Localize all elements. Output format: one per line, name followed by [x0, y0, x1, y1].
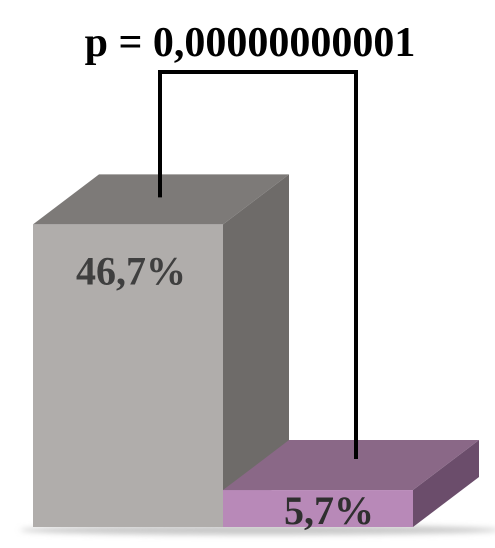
bar-2-front [223, 490, 413, 527]
p-value-annotation: p = 0,00000000001 [85, 20, 416, 66]
bar-2-top [223, 440, 479, 491]
floor-shadow [20, 525, 495, 535]
bar-2 [223, 440, 479, 527]
bar-1 [33, 174, 289, 527]
data-label-1: 46,7% [76, 248, 186, 293]
bar-1-top [33, 174, 289, 225]
bar-2-side [413, 440, 479, 527]
significance-bracket [158, 70, 358, 460]
bar-1-front [33, 224, 223, 527]
bracket-line [158, 70, 358, 460]
bars-layer: 46,7% 5,7% [33, 174, 479, 533]
data-label-2: 5,7% [284, 488, 374, 533]
bar-1-side [223, 174, 289, 527]
